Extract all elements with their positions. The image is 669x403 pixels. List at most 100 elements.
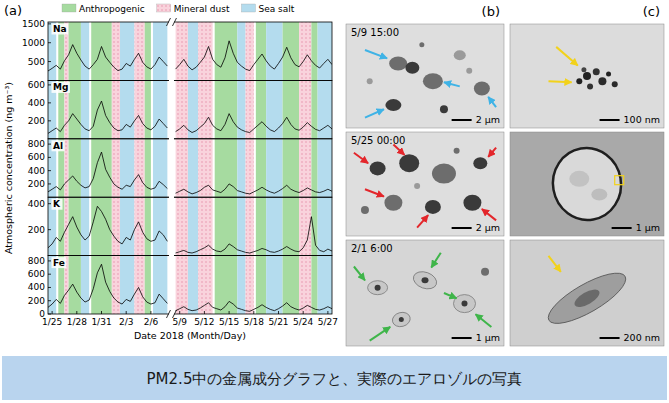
x-tick-label: 5/18 [244, 317, 264, 327]
particle [399, 154, 419, 172]
y-tick-label: 400 [28, 98, 45, 108]
x-tick [229, 311, 230, 314]
particle [547, 143, 626, 226]
label-patch [52, 257, 67, 268]
source-bands [48, 22, 332, 314]
scale-bar [452, 227, 472, 229]
pointer-arrow [393, 144, 404, 154]
scale-bar [452, 119, 472, 121]
panel-frame [48, 256, 332, 314]
source-band [120, 22, 134, 314]
legend-item: Mineral dust [157, 4, 230, 14]
figure: (a)AnthropogenicMineral dustSea salt5001… [0, 0, 669, 403]
scale-bar [612, 227, 632, 229]
particle [370, 161, 386, 175]
y-tick-label: 1500 [22, 19, 45, 29]
x-tick [150, 311, 151, 314]
micrograph-ground [346, 132, 504, 236]
pointer-arrow [482, 209, 496, 220]
axis-break-gap [169, 21, 174, 315]
particle [440, 105, 448, 113]
scale-label: 200 nm [624, 332, 660, 343]
source-band [318, 22, 332, 314]
pointer-arrow [365, 109, 384, 117]
micrograph-ground [510, 240, 664, 346]
pointer-arrow [365, 50, 387, 58]
x-tick-label: 2/3 [119, 317, 133, 327]
micrograph-frame [510, 240, 664, 346]
particle [391, 310, 412, 328]
pointer-arrow [549, 81, 572, 82]
particle [361, 206, 369, 214]
y-tick [48, 42, 51, 43]
micrograph: 5/9 15:002 μm [346, 24, 504, 128]
y-tick [48, 144, 51, 145]
y-tick [48, 274, 51, 275]
particle [423, 73, 443, 89]
pointer-arrow [476, 314, 492, 327]
panel-frame [48, 139, 332, 197]
particle [591, 188, 607, 200]
particle [612, 81, 618, 87]
y-tick [48, 229, 51, 230]
particle [375, 285, 381, 291]
y-tick-label: 400 [28, 199, 45, 209]
micrograph-time: 5/25 00:00 [351, 135, 405, 146]
pointer-arrow [549, 256, 561, 272]
source-band [69, 22, 81, 314]
legend-item: Anthropogenic [62, 4, 145, 14]
particle [598, 77, 606, 85]
series-line [48, 152, 332, 194]
micrograph-content [510, 240, 664, 346]
particle [593, 68, 600, 75]
legend-label: Anthropogenic [79, 4, 145, 14]
particle [606, 71, 611, 76]
source-band [58, 22, 64, 314]
series-name-label: Na [53, 24, 67, 34]
series-name-label: Fe [53, 258, 65, 268]
x-tick [253, 311, 254, 314]
y-tick-label: 600 [28, 269, 45, 279]
micrograph-content [510, 24, 664, 128]
legend-swatch [241, 4, 255, 12]
series-name: Fe [52, 257, 67, 268]
pointer-arrow [488, 148, 496, 157]
series-group [48, 41, 332, 71]
series-group [48, 152, 332, 194]
y-tick-label: 800 [28, 256, 45, 266]
pointer-arrow [417, 215, 428, 227]
particle [425, 200, 441, 214]
micrograph-frame [346, 24, 504, 128]
particle [474, 81, 490, 95]
y-tick [48, 120, 51, 121]
y-tick [48, 102, 51, 103]
y-tick [48, 260, 51, 261]
scale-label: 1 μm [476, 332, 500, 343]
scale-label: 2 μm [476, 222, 500, 233]
micrograph-ground [510, 132, 664, 236]
micrograph-time: 5/9 15:00 [351, 27, 399, 38]
x-tick [76, 311, 77, 314]
series-group [48, 101, 332, 133]
source-band [153, 22, 167, 314]
particle [481, 268, 489, 276]
x-tick-label: 1/31 [91, 317, 111, 327]
series-name: K [52, 199, 63, 210]
micrograph: 5/25 00:00 2 μm [346, 132, 504, 236]
micrograph-content [346, 132, 504, 236]
source-band [266, 22, 282, 314]
x-tick-label: 5/21 [268, 317, 288, 327]
x-axis-title: Date 2018 (Month/Day) [134, 330, 246, 341]
micrograph: 1 μm [510, 132, 664, 236]
series-name-label: Al [53, 141, 63, 151]
y-tick [48, 314, 51, 315]
axis-break-mark [172, 18, 176, 26]
micrograph-frame [346, 240, 504, 346]
particle [432, 164, 456, 184]
micrograph-content [346, 240, 504, 346]
legend-swatch [62, 4, 76, 12]
x-tick [327, 311, 328, 314]
series-line [48, 206, 332, 253]
legend-item: Sea salt [241, 4, 294, 14]
micrograph-time: 2/1 6:00 [351, 243, 393, 254]
